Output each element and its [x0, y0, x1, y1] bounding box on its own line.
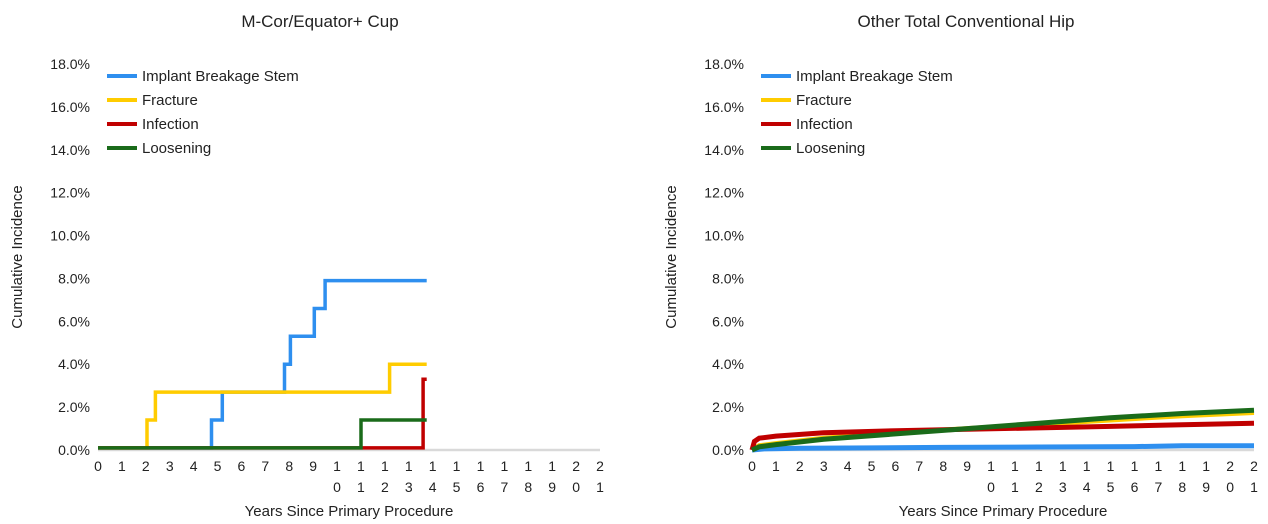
y-tick-label: 6.0%: [58, 313, 90, 329]
x-tick-label: 5: [214, 458, 222, 474]
legend-label: Loosening: [142, 140, 211, 157]
x-tick-label: 4: [844, 458, 852, 474]
x-tick-label: 2: [142, 458, 150, 474]
x-tick-label: 0: [94, 458, 102, 474]
chart-svg-right: Other Total Conventional Hip Cumulative I…: [663, 12, 1258, 520]
y-tick-label: 10.0%: [704, 228, 744, 244]
chart-panel-left: M-Cor/Equator+ Cup Cumulative Incidence 0.…: [9, 12, 604, 520]
legend-label: Fracture: [796, 92, 852, 109]
y-axis-label: Cumulative Incidence: [663, 185, 680, 328]
y-tick-label: 16.0%: [50, 99, 90, 115]
chart-title: Other Total Conventional Hip: [857, 12, 1074, 31]
y-tick-label: 2.0%: [58, 399, 90, 415]
series-line-infection: [749, 420, 1255, 451]
x-tick-label: 7: [915, 458, 923, 474]
x-tick-label: 1: [772, 458, 780, 474]
series-line-implant-breakage-stem: [751, 443, 1254, 453]
y-tick-label: 18.0%: [50, 56, 90, 72]
y-tick-label: 14.0%: [50, 142, 90, 158]
y-tick-label: 0.0%: [58, 442, 90, 458]
chart-title: M-Cor/Equator+ Cup: [241, 12, 398, 31]
series-line-implant-breakage-stem: [98, 278, 427, 450]
y-tick-label: 4.0%: [58, 356, 90, 372]
x-tick-label: 8: [285, 458, 293, 474]
x-tick-label: 9: [963, 458, 971, 474]
x-tick-label: 6: [238, 458, 246, 474]
y-tick-label: 8.0%: [58, 270, 90, 286]
legend-label: Loosening: [796, 140, 865, 157]
legend-label: Implant Breakage Stem: [142, 68, 299, 85]
x-tick-label: 3: [820, 458, 828, 474]
x-tick-label: 1: [118, 458, 126, 474]
x-tick-label: 2: [796, 458, 804, 474]
x-axis-label: Years Since Primary Procedure: [245, 503, 454, 520]
y-tick-label: 14.0%: [704, 142, 744, 158]
x-tick-label: 3: [166, 458, 174, 474]
legend-label: Infection: [796, 116, 853, 133]
x-tick-label: 9: [309, 458, 317, 474]
chart-panel-right: Other Total Conventional Hip Cumulative I…: [634, 0, 1268, 524]
y-tick-label: 10.0%: [50, 228, 90, 244]
series-line-loosening: [98, 418, 427, 450]
x-tick-label: 0: [748, 458, 756, 474]
legend-label: Implant Breakage Stem: [796, 68, 953, 85]
x-tick-label: 6: [892, 458, 900, 474]
y-tick-label: 18.0%: [704, 56, 744, 72]
series-line-loosening: [750, 407, 1255, 453]
y-tick-label: 8.0%: [712, 270, 744, 286]
x-tick-label: 4: [190, 458, 198, 474]
x-tick-label: 7: [261, 458, 269, 474]
x-tick-label: 5: [868, 458, 876, 474]
y-axis-label: Cumulative Incidence: [9, 185, 26, 328]
y-tick-label: 2.0%: [712, 399, 744, 415]
y-tick-label: 6.0%: [712, 313, 744, 329]
y-tick-label: 16.0%: [704, 99, 744, 115]
x-tick-label: 8: [939, 458, 947, 474]
chart-svg-left: M-Cor/Equator+ Cup Cumulative Incidence 0.…: [9, 12, 604, 520]
legend-label: Fracture: [142, 92, 198, 109]
y-tick-label: 0.0%: [712, 442, 744, 458]
y-tick-label: 12.0%: [704, 185, 744, 201]
x-axis-label: Years Since Primary Procedure: [899, 503, 1108, 520]
y-tick-label: 4.0%: [712, 356, 744, 372]
legend-label: Infection: [142, 116, 199, 133]
series-line-fracture: [98, 362, 427, 450]
y-tick-label: 12.0%: [50, 185, 90, 201]
